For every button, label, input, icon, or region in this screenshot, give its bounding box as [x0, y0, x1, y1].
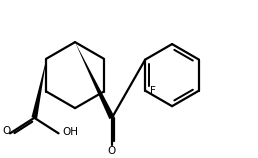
Text: OH: OH [62, 127, 78, 137]
Text: O: O [2, 126, 10, 136]
Polygon shape [75, 42, 115, 119]
Polygon shape [31, 59, 46, 118]
Text: O: O [108, 146, 116, 156]
Text: F: F [150, 86, 156, 96]
